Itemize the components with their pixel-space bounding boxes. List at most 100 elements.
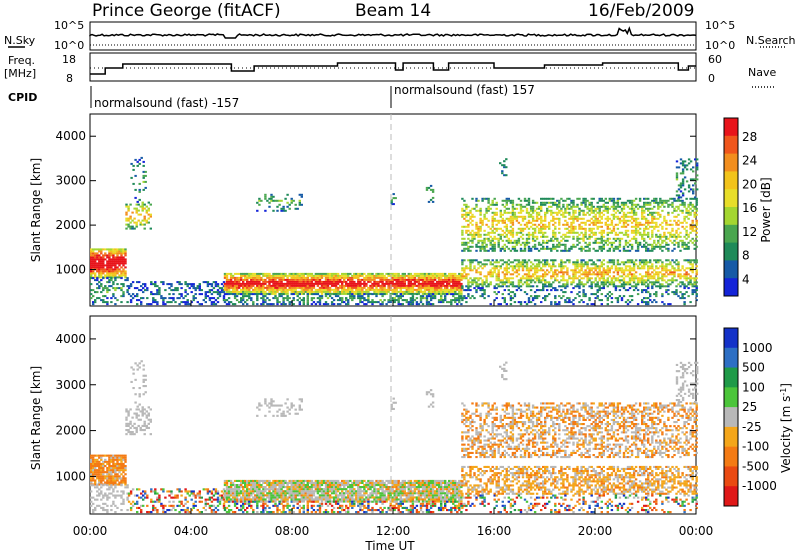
power-cell — [665, 223, 668, 226]
power-cell — [647, 231, 650, 234]
power-cell — [657, 217, 660, 220]
power-cell — [570, 221, 573, 224]
power-cell — [127, 219, 130, 222]
power-cell — [302, 274, 305, 277]
power-cell — [503, 289, 506, 292]
power-cell — [535, 237, 539, 240]
power-cell — [256, 303, 259, 306]
power-cell — [98, 256, 101, 259]
power-cell — [477, 229, 480, 232]
power-cell — [606, 207, 609, 210]
power-cell — [397, 272, 400, 275]
power-cell — [227, 282, 231, 285]
power-cell — [542, 241, 545, 244]
power-cell — [592, 271, 595, 274]
power-cell — [511, 273, 515, 276]
power-cell — [383, 282, 386, 285]
power-cell — [310, 299, 314, 302]
power-cell — [114, 266, 117, 269]
power-cell — [156, 293, 159, 296]
power-cell — [178, 303, 181, 306]
power-cell — [357, 272, 360, 275]
power-cell — [292, 299, 295, 302]
power-cell — [242, 295, 245, 298]
power-cell — [302, 301, 305, 304]
power-cell — [399, 284, 402, 287]
power-cell — [687, 203, 690, 206]
power-cell — [659, 247, 662, 250]
power-cell — [276, 303, 279, 306]
power-cell — [423, 280, 427, 283]
power-cell — [517, 261, 521, 264]
power-cell — [94, 274, 97, 277]
power-cell — [645, 247, 648, 250]
power-cell — [521, 229, 525, 232]
power-cell — [632, 231, 636, 234]
power-cell — [246, 295, 249, 298]
power-cell — [452, 272, 455, 275]
power-cell — [552, 231, 555, 234]
power-cell — [634, 263, 638, 266]
power-cell — [507, 289, 510, 292]
power-cell — [100, 274, 103, 277]
power-cell — [499, 285, 502, 288]
power-cell — [448, 274, 451, 277]
power-cell — [653, 215, 656, 218]
power-cell — [663, 239, 666, 242]
power-cell — [318, 290, 322, 293]
power-cell — [363, 282, 366, 285]
power-cell — [164, 289, 167, 292]
power-cell — [375, 293, 378, 296]
power-cell — [156, 301, 159, 304]
power-cell — [580, 269, 583, 272]
power-cell — [96, 287, 99, 290]
power-cell — [328, 295, 332, 298]
power-cell — [497, 243, 500, 246]
range-tick-label: 2000 — [55, 218, 86, 232]
power-cell — [235, 295, 239, 298]
power-cell — [663, 265, 666, 268]
power-cell — [475, 205, 478, 208]
power-cell — [594, 239, 597, 242]
power-cell — [429, 288, 433, 291]
power-cell — [429, 272, 433, 275]
power-cell — [479, 271, 482, 274]
power-cell — [497, 285, 500, 288]
power-cell — [661, 261, 664, 264]
power-cell — [198, 283, 201, 286]
power-cell — [98, 258, 101, 261]
power-cell — [683, 303, 686, 306]
power-cell — [463, 275, 466, 278]
power-cell — [223, 299, 227, 302]
power-cell — [679, 162, 683, 165]
power-cell — [513, 265, 517, 268]
power-cell — [270, 288, 273, 291]
power-cell — [685, 291, 688, 294]
power-cell — [310, 303, 314, 306]
power-cell — [681, 225, 684, 228]
power-cell — [471, 215, 474, 218]
power-cell — [456, 274, 459, 277]
power-cell — [558, 245, 561, 248]
power-cell — [465, 205, 468, 208]
power-cell — [645, 207, 648, 210]
power-cell — [612, 215, 616, 218]
power-cell — [531, 205, 535, 208]
power-cell — [385, 280, 388, 283]
power-cell — [630, 259, 634, 262]
power-cell — [600, 235, 603, 238]
power-cell — [529, 247, 533, 250]
power-cell — [413, 272, 417, 275]
power-cell — [542, 227, 545, 230]
power-cell — [116, 256, 119, 259]
power-cell — [696, 162, 699, 165]
power-cell — [643, 275, 646, 278]
power-cell — [361, 292, 364, 295]
power-cell — [349, 282, 352, 285]
power-cell — [584, 199, 587, 202]
power-cell — [110, 285, 113, 288]
power-cell — [628, 215, 632, 218]
power-cell — [485, 285, 488, 288]
power-cell — [92, 270, 95, 273]
power-cell — [647, 201, 650, 204]
